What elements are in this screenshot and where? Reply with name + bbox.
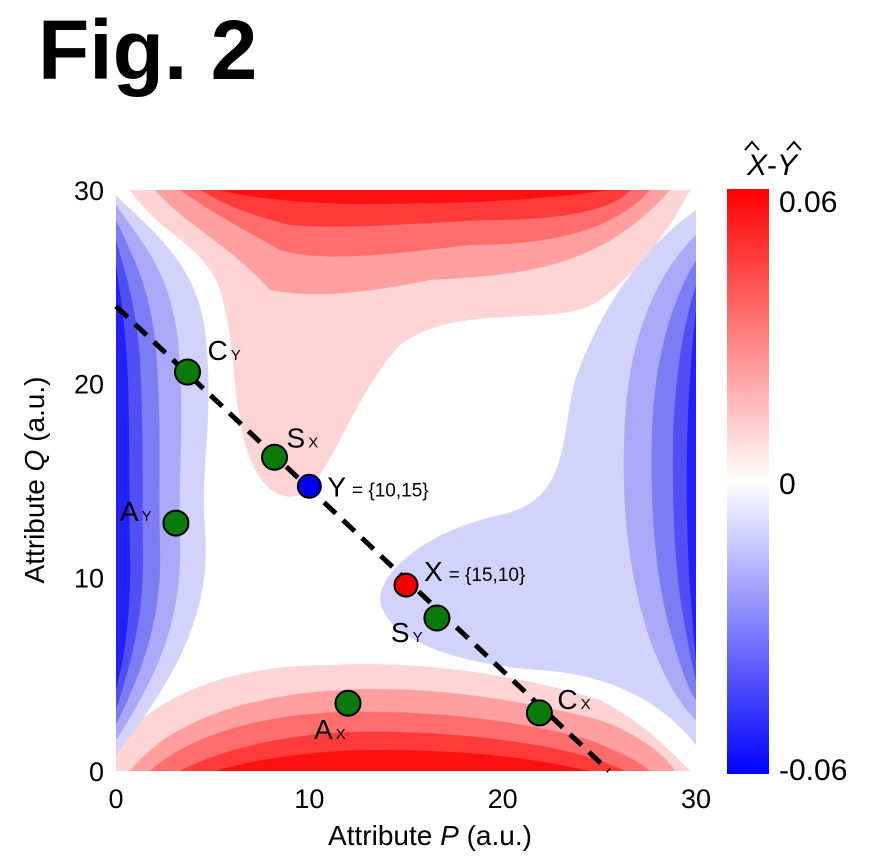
point-marker [393, 572, 419, 598]
x-axis-label: Attribute P (a.u.) [328, 820, 532, 851]
contour-right-negative [380, 210, 696, 745]
colorbar-gradient [727, 189, 769, 774]
point-x: X = {15,10} [393, 556, 525, 598]
colorbar-title: X-Y [746, 149, 799, 182]
colorbar-max-label: 0.06 [779, 186, 837, 219]
colorbar-title-hat-x [744, 140, 760, 151]
x-tick-label: 10 [294, 784, 324, 814]
y-tick-label: 10 [74, 563, 104, 593]
point-marker [525, 699, 553, 727]
colorbar-title-hat-y [786, 140, 802, 151]
y-axis-label: Attribute Q (a.u.) [19, 377, 50, 584]
colorbar: X-Y 0.06 0 -0.06 [727, 140, 847, 787]
y-tick-label: 20 [74, 370, 104, 400]
y-tick-label: 30 [74, 176, 104, 206]
y-tick-label: 0 [89, 757, 104, 787]
contour-top-positive [130, 190, 690, 497]
figure-title: Fig. 2 [38, 3, 258, 97]
contour-left-negative [116, 195, 209, 755]
plot-area [116, 190, 696, 771]
x-tick-label: 20 [488, 784, 518, 814]
point-label: Y = {10,15} [327, 471, 428, 502]
x-tick-label: 30 [681, 784, 711, 814]
point-marker [334, 689, 362, 717]
point-y: Y = {10,15} [296, 471, 429, 502]
y-ticks: 0 10 20 30 [74, 176, 104, 787]
x-ticks: 0 10 20 30 [108, 784, 711, 814]
point-marker [162, 509, 190, 537]
point-marker [174, 358, 202, 386]
point-marker [296, 473, 322, 499]
colorbar-mid-label: 0 [779, 468, 796, 501]
point-label: X = {15,10} [424, 556, 525, 587]
x-tick-label: 0 [108, 784, 123, 814]
points-layer: C Y S X Y = {10,15} A Y X = {15,10}S Y A X C X [120, 335, 591, 745]
point-marker [423, 604, 451, 632]
point-marker [261, 443, 289, 471]
colorbar-min-label: -0.06 [779, 754, 847, 787]
dashed-line [114, 304, 611, 773]
